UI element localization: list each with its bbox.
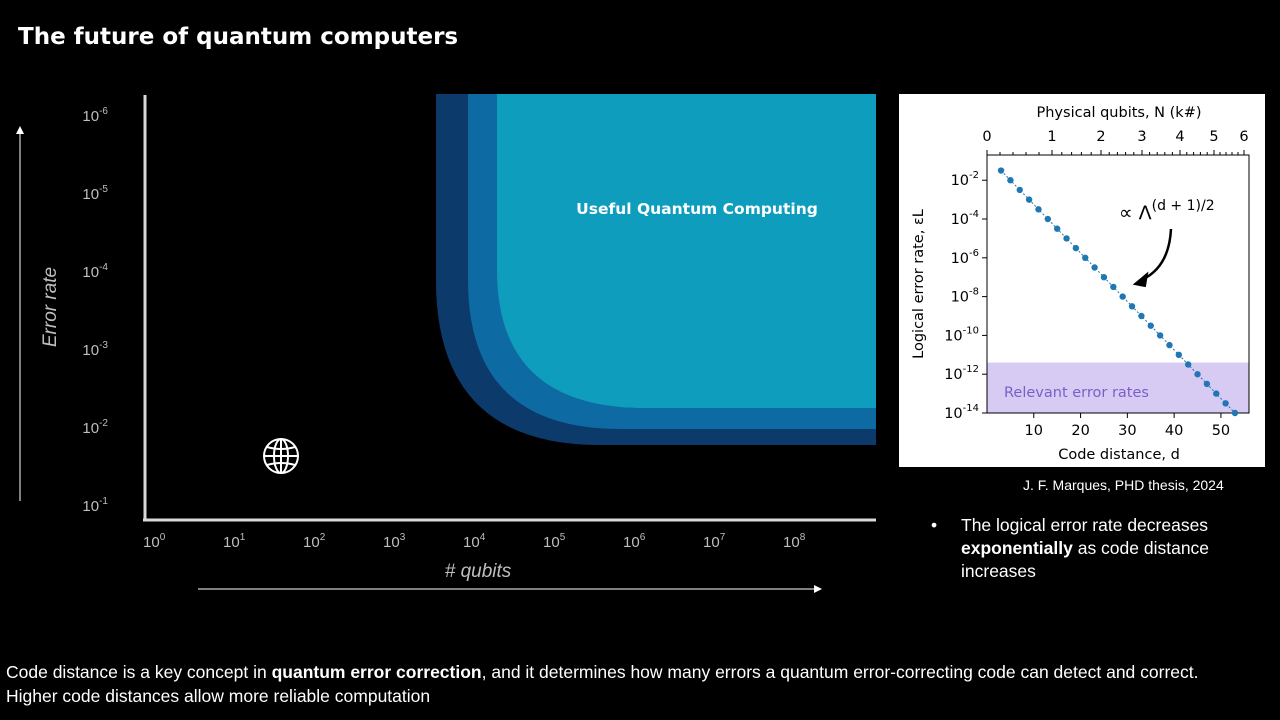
data-point	[1166, 341, 1173, 349]
relevant-error-band	[987, 362, 1249, 413]
bullet-marker: •	[931, 515, 938, 535]
y-tick-label: 10-10	[944, 325, 979, 344]
data-point	[1213, 390, 1220, 397]
y-tick-label: 10-1	[82, 496, 108, 515]
y-tick-label: 10-2	[82, 418, 108, 437]
data-point	[1016, 186, 1023, 194]
band-label: Relevant error rates	[1004, 385, 1149, 401]
x-tick-label: 100	[143, 532, 166, 551]
page-title: The future of quantum computers	[18, 24, 459, 50]
x-axis-label: # qubits	[445, 561, 512, 582]
y-tick-label: 10-6	[82, 106, 108, 125]
data-point	[1063, 235, 1070, 242]
footer-line-2: Higher code distances allow more reliabl…	[6, 686, 431, 706]
data-point	[1035, 206, 1042, 213]
x-tick-label: 105	[543, 532, 566, 551]
region-label: Useful Quantum Computing	[576, 200, 818, 218]
data-points	[997, 167, 1239, 417]
panel-xlabel: Code distance, d	[1058, 447, 1180, 463]
top-x-tick-label: 5	[1209, 129, 1218, 145]
data-point	[1231, 409, 1239, 417]
data-point	[1044, 215, 1052, 223]
panel-top-xlabel: Physical qubits, N (k#)	[1037, 105, 1202, 121]
x-tick-label: 40	[1165, 423, 1183, 439]
data-point	[1128, 303, 1136, 310]
region-inner-band	[497, 94, 876, 408]
y-tick-label: 10-5	[82, 184, 108, 203]
x-tick-label: 50	[1212, 423, 1230, 439]
bullet-text: The logical error rate decreases exponen…	[961, 515, 1210, 581]
data-point	[1053, 225, 1061, 232]
top-x-tick-label: 0	[982, 129, 991, 145]
scaling-annotation: ∝ Λ(d + 1)/2	[1119, 198, 1215, 224]
y-tick-label: 10-6	[951, 248, 979, 267]
x-tick-label: 108	[783, 532, 806, 551]
data-point	[1138, 312, 1145, 320]
data-point	[1025, 196, 1033, 203]
x-tick-label: 102	[303, 532, 326, 551]
data-point	[1110, 283, 1117, 291]
x-tick-label: 30	[1118, 423, 1136, 439]
top-x-tick-label: 1	[1047, 129, 1056, 145]
data-point	[1100, 274, 1108, 281]
x-tick-label: 106	[623, 532, 646, 551]
data-point	[1119, 293, 1126, 300]
footer-text: Code distance is a key concept in quantu…	[6, 660, 1280, 708]
panel-ylabel: Logical error rate, εL	[911, 209, 927, 359]
top-x-tick-label: 2	[1096, 129, 1105, 145]
data-point	[1091, 264, 1098, 271]
y-tick-label: 10-14	[944, 403, 979, 422]
data-point	[1175, 351, 1183, 359]
main-chart: Useful Quantum Computing 10-610-510-410-…	[16, 94, 876, 593]
data-point	[1194, 371, 1201, 378]
top-x-tick-label: 6	[1239, 129, 1248, 145]
data-point	[1184, 361, 1192, 368]
data-point	[1156, 332, 1164, 339]
x-tick-label: 101	[223, 532, 246, 551]
globe-icon	[263, 438, 299, 474]
x-tick-label: 103	[383, 532, 406, 551]
axis-ticks: 10 20 30 40 50 0 1 2 3 4 5 6 10-2 10-4 10-6 10-8 10-10 10…	[944, 129, 1248, 439]
data-point	[1222, 400, 1229, 407]
y-tick-label: 10-3	[82, 340, 108, 359]
y-axis-label: Error rate	[40, 267, 61, 347]
y-tick-label: 10-4	[951, 209, 979, 228]
y-tick-label: 10-2	[951, 170, 979, 189]
top-x-tick-label: 4	[1175, 129, 1184, 145]
data-point	[997, 167, 1005, 174]
x-tick-label: 104	[463, 532, 486, 551]
x-tick-label: 107	[703, 532, 726, 551]
y-tick-labels: 10-6 10-5 10-4 10-3 10-2 10-1	[82, 106, 108, 515]
data-point	[1203, 380, 1211, 388]
data-point	[1007, 177, 1014, 184]
x-tick-label: 10	[1025, 423, 1043, 439]
top-x-tick-label: 3	[1137, 129, 1146, 145]
citation: J. F. Marques, PHD thesis, 2024	[1023, 477, 1224, 493]
data-point	[1082, 254, 1089, 262]
data-point	[1072, 244, 1080, 252]
y-tick-label: 10-12	[944, 364, 979, 383]
x-tick-labels: 100 101 102 103 104 105 106 107 108	[143, 532, 806, 551]
plot-frame	[986, 154, 1250, 414]
footer-line-1: Code distance is a key concept in quantu…	[6, 662, 1199, 682]
y-tick-label: 10-8	[951, 287, 979, 306]
annotation-arrow	[1138, 228, 1173, 283]
y-tick-label: 10-4	[82, 262, 108, 281]
x-tick-label: 20	[1071, 423, 1089, 439]
annotation-arrowhead	[1132, 271, 1149, 288]
data-point	[1147, 322, 1154, 329]
code-distance-figure: Relevant error rates 10 20 30 40 50 0 1 2 3 4 5 6 10…	[899, 94, 1265, 467]
